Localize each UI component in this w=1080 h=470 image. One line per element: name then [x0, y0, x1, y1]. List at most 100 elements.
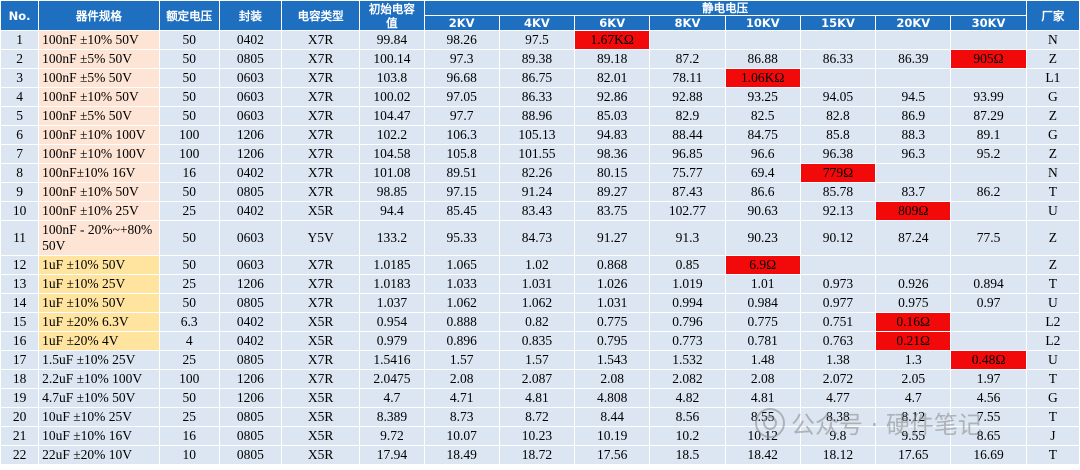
- row-number: 4: [0, 87, 40, 107]
- maker-cell: U: [1025, 293, 1080, 313]
- initial-cap-cell: 133.2: [359, 220, 425, 256]
- package-cell: 1206: [218, 388, 283, 408]
- esd-value-cell: 0.82: [498, 312, 576, 332]
- esd-value-cell: 8.12: [875, 407, 952, 427]
- esd-value-cell: 77.5: [950, 220, 1027, 256]
- esd-value-cell: 0.835: [498, 331, 576, 351]
- esd-value-cell: 0.775: [724, 312, 801, 332]
- esd-value-cell: [875, 255, 952, 275]
- esd-value-cell: 0.85: [649, 255, 726, 275]
- esd-value-cell: [950, 255, 1027, 275]
- esd-value-cell: 91.3: [649, 220, 726, 256]
- maker-cell: U: [1025, 350, 1080, 370]
- header-level: 30KV: [950, 15, 1027, 31]
- esd-value-cell: 86.33: [799, 49, 877, 69]
- dielectric-cell: X5R: [281, 445, 361, 465]
- esd-value-cell: 1.065: [423, 255, 500, 275]
- spec-cell: 100nF ±5% 50V: [38, 106, 160, 126]
- maker-cell: T: [1025, 407, 1080, 427]
- esd-value-cell: 86.33: [498, 87, 576, 107]
- rated-voltage-cell: 50: [158, 388, 220, 408]
- initial-cap-cell: 17.94: [359, 445, 425, 465]
- initial-cap-cell: 103.8: [359, 68, 425, 88]
- table-row: 18 2.2uF ±10% 100V 100 1206 X7R 2.0475 2.08 2.0…: [0, 369, 1080, 389]
- package-cell: 0402: [218, 163, 283, 183]
- row-number: 21: [0, 426, 40, 446]
- esd-value-cell: 89.18: [574, 49, 651, 69]
- esd-value-cell: [875, 30, 952, 50]
- failure-cell: 1.06KΩ: [724, 68, 801, 88]
- table-row: 5 100nF ±5% 50V 50 0603 X7R 104.47 97.7 88.96 85…: [0, 106, 1080, 126]
- spec-cell: 100nF ±10% 100V: [38, 125, 160, 145]
- esd-value-cell: 90.12: [799, 220, 877, 256]
- esd-value-cell: 2.082: [649, 369, 726, 389]
- rated-voltage-cell: 100: [158, 369, 220, 389]
- esd-value-cell: 91.24: [498, 182, 576, 202]
- spec-cell: 100nF ±10% 50V: [38, 87, 160, 107]
- watermark: 公众号 · 硬件笔记: [755, 405, 982, 440]
- esd-value-cell: 82.26: [498, 163, 576, 183]
- esd-value-cell: 105.13: [498, 125, 576, 145]
- dielectric-cell: X5R: [281, 426, 361, 446]
- esd-value-cell: 92.88: [649, 87, 726, 107]
- rated-voltage-cell: 50: [158, 255, 220, 275]
- row-number: 11: [0, 220, 40, 256]
- esd-value-cell: [649, 30, 726, 50]
- esd-value-cell: 97.5: [498, 30, 576, 50]
- header-level: 2KV: [423, 15, 500, 31]
- esd-value-cell: 4.56: [950, 388, 1027, 408]
- spec-cell: 100nF ±5% 50V: [38, 49, 160, 69]
- maker-cell: G: [1025, 388, 1080, 408]
- dielectric-cell: X5R: [281, 331, 361, 351]
- spec-cell: 1uF ±10% 50V: [38, 293, 160, 313]
- table-row: 16 1uF ±20% 4V 4 0402 X5R 0.979 0.896 0.835 0.79…: [0, 331, 1080, 351]
- table-row: 6 100nF ±10% 100V 100 1206 X7R 102.2 106.3 105.…: [0, 125, 1080, 145]
- esd-value-cell: 0.751: [799, 312, 877, 332]
- esd-value-cell: 1.532: [649, 350, 726, 370]
- package-cell: 0805: [218, 445, 283, 465]
- initial-cap-cell: 102.2: [359, 125, 425, 145]
- table-body: 1 100nF ±10% 50V 50 0402 X7R 99.84 98.26 97.5 1.…: [0, 30, 1080, 465]
- table-row: 4 100nF ±10% 50V 50 0603 X7R 100.02 97.05 86.33…: [0, 87, 1080, 107]
- spec-cell: 100nF ±10% 50V: [38, 182, 160, 202]
- spec-cell: 100nF ±10% 25V: [38, 201, 160, 221]
- dielectric-cell: X5R: [281, 201, 361, 221]
- spec-cell: 100nF ±10% 100V: [38, 144, 160, 164]
- dielectric-cell: X7R: [281, 182, 361, 202]
- esd-value-cell: 4.808: [574, 388, 651, 408]
- wechat-icon: [755, 407, 785, 438]
- esd-value-cell: 2.08: [423, 369, 500, 389]
- esd-value-cell: [950, 201, 1027, 221]
- rated-voltage-cell: 50: [158, 182, 220, 202]
- dielectric-cell: X7R: [281, 87, 361, 107]
- esd-value-cell: [799, 255, 877, 275]
- esd-value-cell: 2.08: [574, 369, 651, 389]
- esd-value-cell: 1.062: [423, 293, 500, 313]
- esd-value-cell: 0.894: [950, 274, 1027, 294]
- failure-cell: 6.9Ω: [724, 255, 801, 275]
- table-row: 8 100nF±10% 16V 16 0402 X7R 101.08 89.51 82.26 8…: [0, 163, 1080, 183]
- esd-value-cell: 2.08: [724, 369, 801, 389]
- rated-voltage-cell: 50: [158, 293, 220, 313]
- table-row: 10 100nF ±10% 25V 25 0402 X5R 94.4 85.45 83.43 8…: [0, 201, 1080, 221]
- package-cell: 0805: [218, 407, 283, 427]
- esd-value-cell: 85.8: [799, 125, 877, 145]
- package-cell: 0805: [218, 49, 283, 69]
- rated-voltage-cell: 25: [158, 407, 220, 427]
- esd-value-cell: 87.2: [649, 49, 726, 69]
- package-cell: 0805: [218, 182, 283, 202]
- esd-value-cell: 90.63: [724, 201, 801, 221]
- esd-value-cell: 85.78: [799, 182, 877, 202]
- esd-value-cell: 0.984: [724, 293, 801, 313]
- table-row: 19 4.7uF ±10% 50V 50 1206 X5R 4.7 4.71 4.81 4.80…: [0, 388, 1080, 408]
- esd-value-cell: 1.031: [498, 274, 576, 294]
- header-row-2: 2KV 4KV 6KV 8KV 10KV 15KV 20KV 30KV: [1, 15, 1080, 31]
- esd-value-cell: 2.087: [498, 369, 576, 389]
- table-row: 3 100nF ±5% 50V 50 0603 X7R 103.8 96.68 86.75 82…: [0, 68, 1080, 88]
- failure-cell: 905Ω: [950, 49, 1027, 69]
- row-number: 2: [0, 49, 40, 69]
- watermark-text: 公众号 · 硬件笔记: [791, 411, 982, 439]
- esd-value-cell: 0.773: [649, 331, 726, 351]
- esd-value-cell: 93.25: [724, 87, 801, 107]
- esd-value-cell: 0.781: [724, 331, 801, 351]
